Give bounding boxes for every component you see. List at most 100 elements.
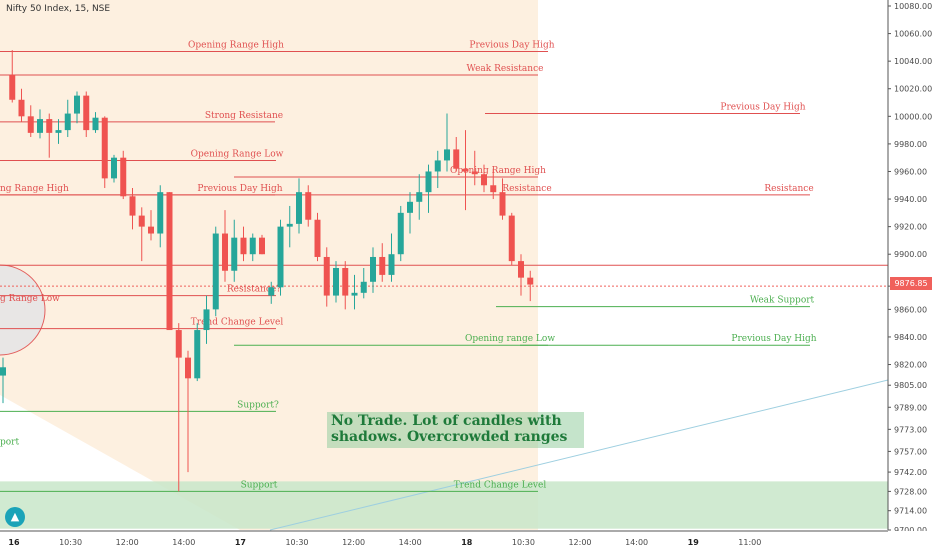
candle-body (27, 116, 34, 133)
y-tick-label: 9789.00 (894, 403, 927, 412)
level-label: Strong Resistane (205, 111, 283, 121)
candle-body (351, 292, 358, 296)
edge-level-label: port (0, 438, 19, 448)
level-label: Resistance? (227, 285, 281, 295)
x-tick-label: 18 (461, 538, 473, 547)
candle-body (249, 237, 256, 255)
y-tick-label: 9773.00 (894, 425, 927, 434)
chart-title: Nifty 50 Index, 15, NSE (6, 4, 111, 14)
candle-body (453, 149, 460, 169)
candle-body (92, 117, 99, 131)
y-axis-panel (888, 0, 932, 550)
candle-body (360, 281, 367, 293)
candle-body (185, 357, 191, 379)
x-tick-label: 14:00 (625, 538, 648, 547)
candle-body (518, 261, 524, 278)
candle-body (333, 268, 339, 296)
candle-body (55, 130, 62, 133)
candle-body (527, 277, 534, 285)
level-label: Weak Resistance (467, 64, 544, 74)
candle-body (425, 171, 432, 193)
y-tick-label: 10020.00 (894, 85, 932, 94)
y-tick-label: 10000.00 (894, 112, 932, 121)
x-tick-label: 10:30 (59, 538, 82, 547)
y-tick-label: 9714.00 (894, 507, 927, 516)
y-tick-label: 9700.00 (894, 526, 927, 535)
candle-body (74, 95, 80, 114)
candle-body (379, 256, 386, 275)
candle-body (434, 160, 441, 172)
edge-level-label: ng Range High (0, 184, 69, 194)
candle-body (203, 309, 210, 331)
level-label: Trend Change Level (191, 318, 284, 328)
candle-body (37, 119, 43, 133)
level-label: Previous Day High (731, 334, 816, 344)
note-annotation[interactable]: No Trade. Lot of candles with shadows. O… (327, 412, 584, 448)
edge-level-label: g Range Low (0, 294, 60, 304)
level-label: Previous Day High (720, 103, 805, 113)
level-label: Weak Support (750, 296, 815, 306)
candle-body (9, 74, 16, 100)
tradingview-logo-icon[interactable]: ▲ (5, 507, 25, 527)
y-tick-label: 9757.00 (894, 447, 927, 456)
x-tick-label: 12:00 (342, 538, 365, 547)
candle-body (46, 119, 53, 133)
candle-body (129, 196, 136, 216)
level-label: Opening Range High (450, 166, 546, 176)
candle-body (444, 149, 450, 161)
candle-body (416, 192, 423, 202)
y-tick-label: 10060.00 (894, 30, 932, 39)
x-tick-label: 10:30 (285, 538, 308, 547)
x-tick-label: 17 (235, 538, 246, 547)
candle-body (499, 192, 506, 216)
level-label: Trend Change Level (454, 480, 547, 490)
level-label: Resistance (502, 184, 551, 194)
candle-body (18, 99, 25, 117)
x-tick-label: 14:00 (399, 538, 422, 547)
candle-body (175, 330, 182, 358)
candle-body (481, 174, 487, 186)
candle-body (231, 237, 238, 271)
y-tick-label: 9920.00 (894, 223, 927, 232)
x-tick-label: 19 (688, 538, 700, 547)
x-axis-panel (0, 531, 932, 550)
candle-body (508, 215, 515, 262)
level-label: Opening Range Low (191, 149, 284, 159)
level-label: Opening Range High (188, 41, 284, 51)
highlight-circle (0, 264, 46, 356)
candle-body (286, 223, 293, 227)
y-tick-label: 9960.00 (894, 167, 927, 176)
level-label: Resistance (764, 184, 813, 194)
candle-body (0, 367, 6, 376)
y-tick-label: 9840.00 (894, 333, 927, 342)
candle-body (222, 233, 228, 271)
trend-line (269, 379, 889, 531)
candle-body (407, 201, 413, 213)
y-tick-label: 9728.00 (894, 487, 927, 496)
note-text: No Trade. Lot of candles with shadows. O… (331, 413, 568, 445)
candle-body (471, 171, 478, 175)
level-label: Previous Day High (469, 41, 554, 51)
candle-body (490, 185, 497, 193)
candle-body (240, 237, 247, 255)
candle-body (296, 192, 302, 224)
level-label: Opening range Low (465, 334, 555, 344)
y-tick-label: 10080.00 (894, 2, 932, 11)
x-tick-label: 10:30 (512, 538, 535, 547)
level-label: Previous Day High (197, 184, 282, 194)
candle-body (342, 268, 349, 296)
x-tick-label: 11:00 (738, 538, 761, 547)
x-tick-label: 12:00 (116, 538, 139, 547)
candle-body (388, 254, 395, 275)
candle-body (268, 287, 275, 296)
support-zone (0, 481, 888, 529)
y-tick-label: 9980.00 (894, 140, 927, 149)
candle-body (370, 256, 376, 282)
candle-body (64, 113, 71, 131)
candle-body (397, 212, 404, 255)
candle-body (323, 256, 330, 296)
candle-body (314, 219, 321, 257)
candle-body (101, 117, 108, 179)
